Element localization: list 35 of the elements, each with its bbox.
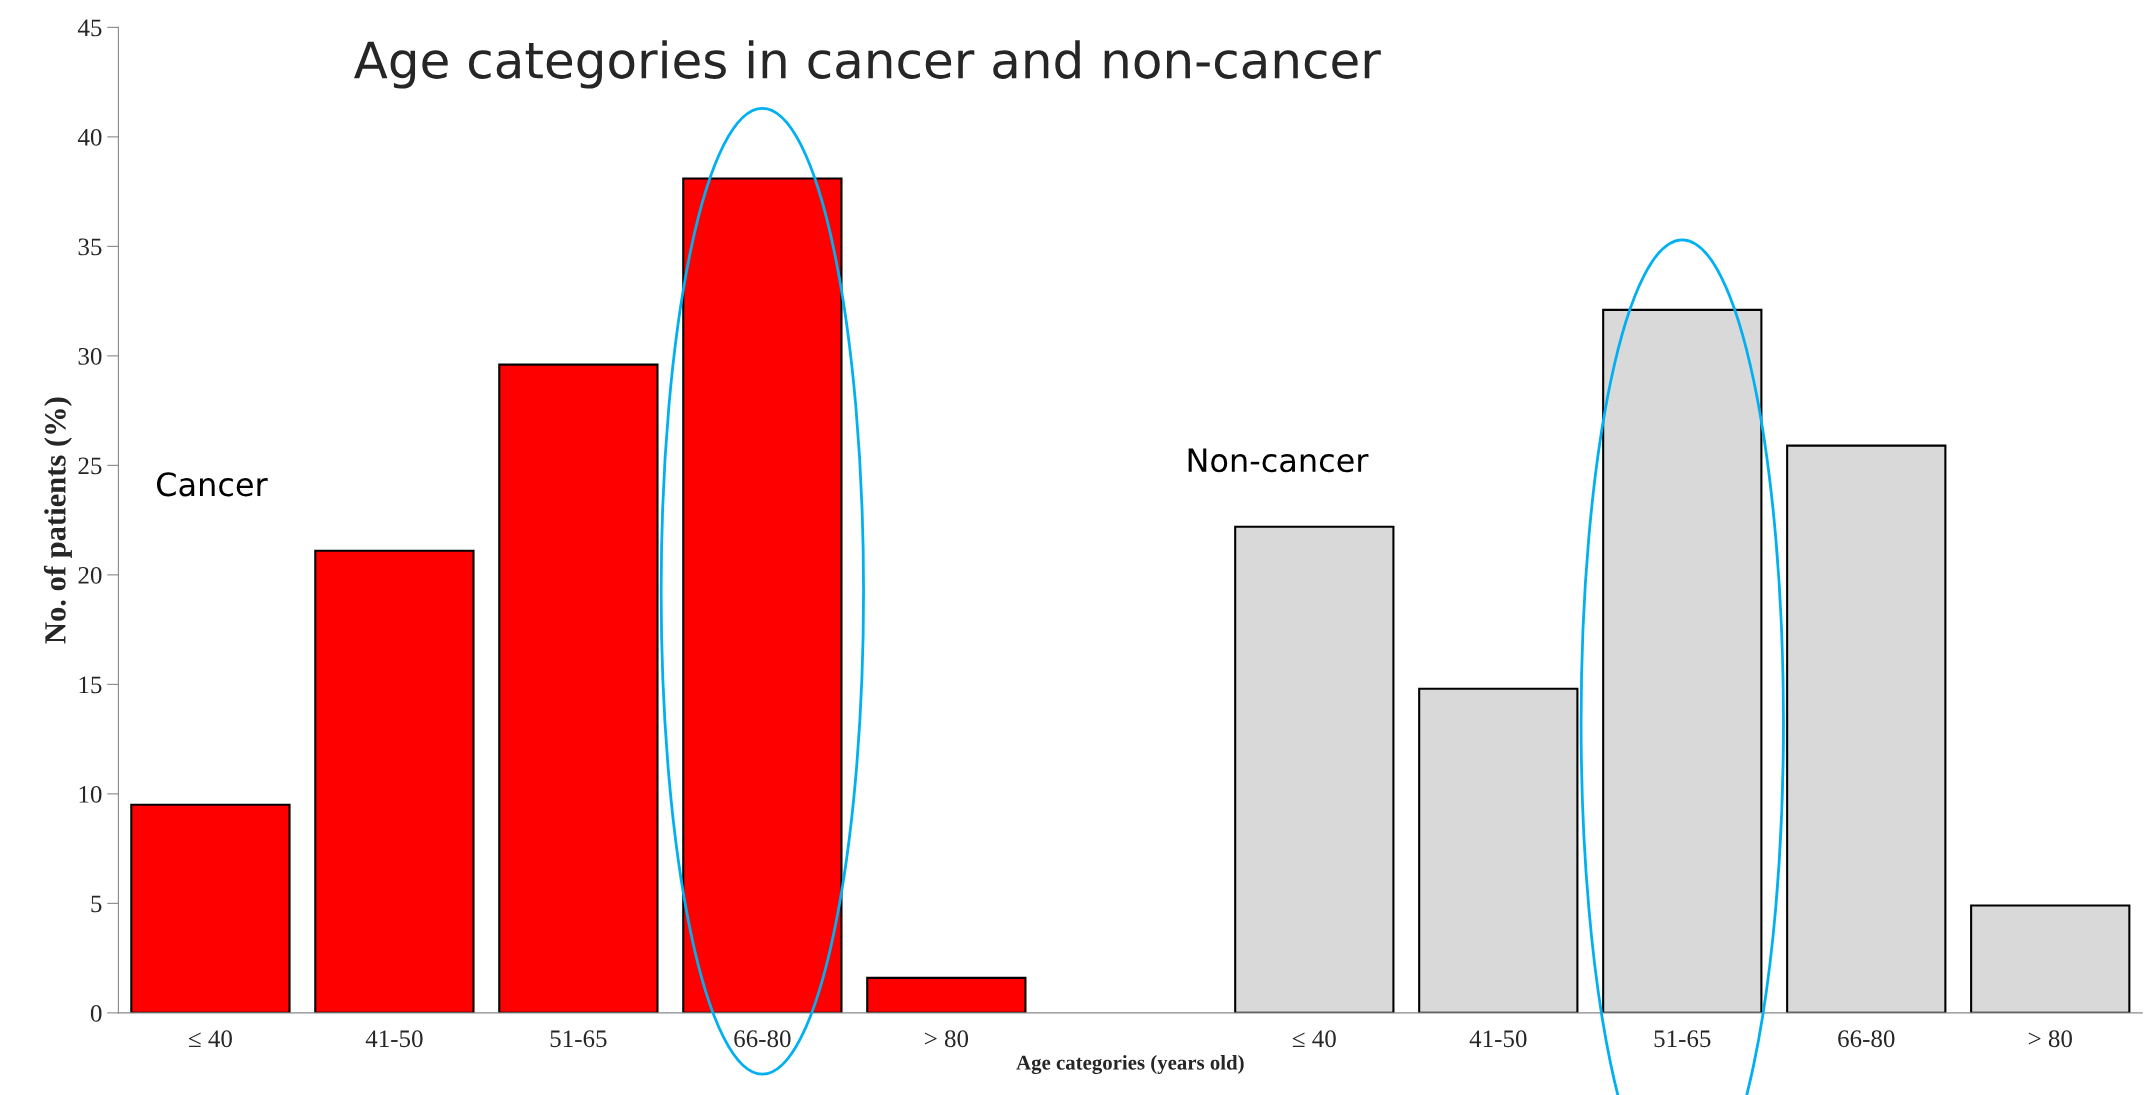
bar (1970, 904, 2131, 1013)
x-tick-label: 51-65 (1654, 1030, 1711, 1048)
x-tick-label: 41-50 (1469, 1030, 1527, 1048)
chart-title: Age categories in cancer and non-cancer (354, 40, 1381, 89)
y-tick-label: 45 (77, 19, 102, 37)
y-tick-label: 20 (78, 566, 102, 584)
y-tick-label: 25 (78, 457, 102, 475)
x-tick-label: 66-80 (1838, 1030, 1895, 1048)
y-tick-label: 0 (90, 1004, 102, 1022)
y-tick-label: 10 (79, 785, 102, 803)
y-tick-label: 35 (78, 238, 102, 256)
bar (866, 976, 1027, 1013)
bar (314, 549, 475, 1013)
bar (682, 177, 843, 1013)
y-tick-label: 5 (91, 895, 102, 913)
x-tick-label: ≤ 40 (188, 1030, 232, 1048)
bar (498, 363, 659, 1013)
series-label: Non-cancer (1188, 448, 1369, 473)
x-tick-label: ≤ 40 (1292, 1030, 1336, 1048)
y-tick-label: 40 (77, 128, 102, 146)
x-tick-label: > 80 (2028, 1030, 2072, 1048)
y-tick-label: 15 (79, 676, 102, 694)
text: Cancer (157, 472, 268, 497)
bar (130, 803, 291, 1013)
bar (1418, 687, 1579, 1013)
y-tick-label: 30 (78, 347, 102, 365)
x-axis-title: Age categories (years old) (1016, 1054, 1244, 1075)
bar (1786, 444, 1947, 1013)
x-tick-label: 66-80 (734, 1030, 791, 1048)
x-tick-label: > 80 (924, 1030, 969, 1048)
y-axis-title: No. of patients (%) (43, 397, 72, 644)
x-tick-label: 51-65 (550, 1030, 607, 1048)
bar (1602, 308, 1763, 1013)
x-tick-label: 41-50 (365, 1030, 423, 1048)
bar (1234, 525, 1395, 1013)
